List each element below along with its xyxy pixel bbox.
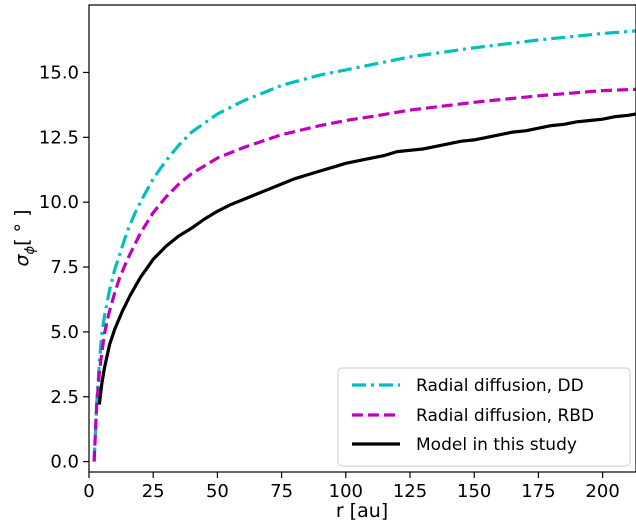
x-tick-label: 125 bbox=[393, 481, 427, 502]
y-axis-label-symbol: σ bbox=[11, 254, 33, 267]
y-axis-label: σϕ[ ° ] bbox=[11, 209, 38, 266]
y-axis-label-subscript: ϕ bbox=[23, 245, 38, 254]
series-line-0 bbox=[92, 29, 636, 462]
legend-label-rbd: Radial diffusion, RBD bbox=[416, 406, 594, 426]
plot-frame bbox=[88, 4, 636, 473]
x-axis-label: r [au] bbox=[336, 500, 388, 522]
series-layer bbox=[92, 29, 636, 462]
y-tick-label: 0.0 bbox=[50, 452, 79, 473]
x-tick-label: 0 bbox=[83, 481, 94, 502]
series-line-1 bbox=[92, 87, 636, 462]
legend: Radial diffusion, DD Radial diffusion, R… bbox=[337, 367, 631, 467]
x-tick-label: 150 bbox=[457, 481, 491, 502]
y-tick-label: 10.0 bbox=[39, 192, 79, 213]
x-tick-label: 100 bbox=[329, 481, 363, 502]
legend-label-model: Model in this study bbox=[416, 435, 577, 455]
y-tick-label: 12.5 bbox=[39, 127, 79, 148]
legend-frame bbox=[337, 367, 631, 467]
y-tick-label: 15.0 bbox=[39, 62, 79, 83]
legend-label-dd: Radial diffusion, DD bbox=[416, 376, 584, 396]
ticks-layer: 0 25 50 75 100 125 150 175 200 0.0 2.5 5.0 7.5 10.0 12… bbox=[39, 62, 620, 502]
y-axis-label-unit: [ ° ] bbox=[11, 209, 33, 245]
x-tick-label: 75 bbox=[270, 481, 293, 502]
x-tick-label: 175 bbox=[521, 481, 555, 502]
x-tick-label: 50 bbox=[206, 481, 229, 502]
y-tick-label: 7.5 bbox=[50, 257, 79, 278]
y-tick-label: 5.0 bbox=[50, 322, 79, 343]
series-line-2 bbox=[97, 112, 636, 405]
x-tick-label: 25 bbox=[142, 481, 165, 502]
x-tick-label: 200 bbox=[585, 481, 619, 502]
y-tick-label: 2.5 bbox=[50, 387, 79, 408]
